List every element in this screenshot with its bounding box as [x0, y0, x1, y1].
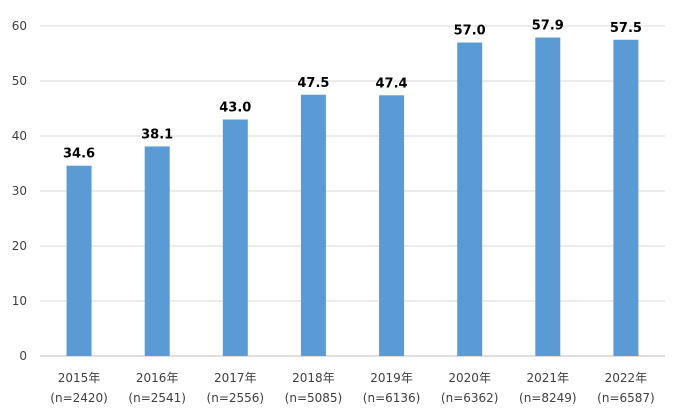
bar-2017年 [222, 119, 248, 356]
y-tick-label: 40 [12, 129, 27, 143]
x-axis-labels: 2015年 (n=2420) 2016年 (n=2541) 2017年 (n=2556) 2… [50, 371, 654, 405]
x-category-label: 2018年 [292, 371, 335, 385]
data-labels: 34.6 38.1 43.0 47.5 47.4 57.0 57.9 57.5 [63, 19, 642, 162]
bar-2016年 [144, 146, 170, 356]
x-category-label: 2017年 [214, 371, 257, 385]
x-sample-size-label: (n=2420) [50, 391, 108, 405]
x-category-label: 2022年 [605, 371, 648, 385]
data-label: 57.5 [610, 21, 642, 36]
data-label: 57.9 [532, 19, 564, 34]
y-tick-label: 20 [12, 239, 27, 253]
y-tick-label: 30 [12, 184, 27, 198]
data-label: 38.1 [141, 127, 173, 142]
x-sample-size-label: (n=2556) [207, 391, 265, 405]
x-sample-size-label: (n=2541) [128, 391, 186, 405]
x-category-label: 2015年 [58, 371, 101, 385]
bar-2019年 [379, 95, 405, 357]
x-sample-size-label: (n=6362) [441, 391, 499, 405]
y-axis-ticks: 0 10 20 30 40 50 60 [12, 19, 27, 363]
x-category-label: 2021年 [527, 371, 570, 385]
bar-2018年 [300, 94, 326, 356]
data-label: 47.4 [376, 76, 408, 91]
y-tick-label: 60 [12, 19, 27, 33]
bars [66, 37, 639, 357]
data-label: 47.5 [297, 76, 329, 91]
bar-2021年 [535, 37, 561, 357]
bar-2022年 [613, 39, 639, 356]
x-category-label: 2020年 [448, 371, 491, 385]
x-category-label: 2019年 [370, 371, 413, 385]
y-tick-label: 0 [19, 349, 27, 363]
x-sample-size-label: (n=8249) [519, 391, 577, 405]
x-sample-size-label: (n=5085) [285, 391, 343, 405]
y-tick-label: 50 [12, 74, 27, 88]
x-sample-size-label: (n=6587) [597, 391, 655, 405]
data-label: 43.0 [219, 101, 251, 116]
bar-2020年 [457, 42, 483, 356]
y-tick-label: 10 [12, 294, 27, 308]
bar-2015年 [66, 165, 92, 356]
x-sample-size-label: (n=6136) [363, 391, 421, 405]
data-label: 57.0 [454, 24, 486, 39]
data-label: 34.6 [63, 147, 95, 162]
x-category-label: 2016年 [136, 371, 179, 385]
gridlines [40, 25, 665, 357]
